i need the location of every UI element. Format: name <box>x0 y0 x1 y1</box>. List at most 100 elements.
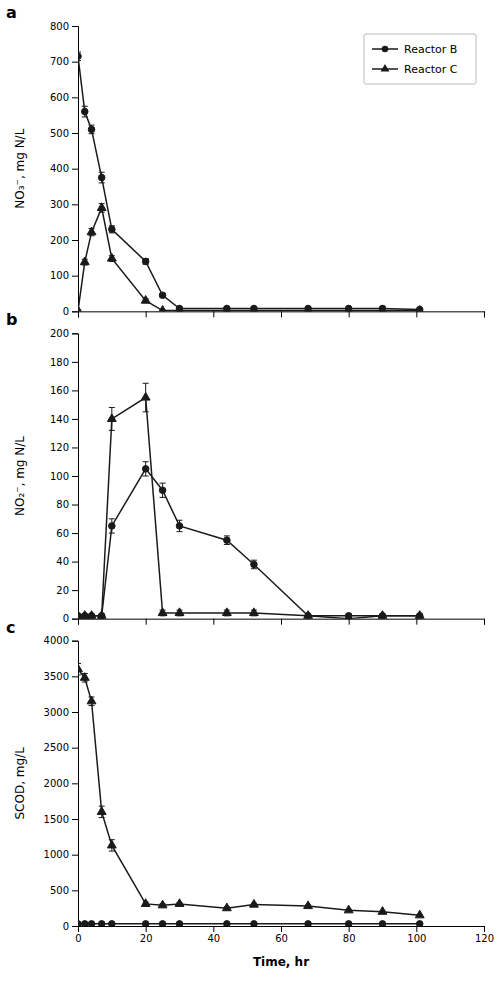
y-tick-label: 40 <box>56 556 69 567</box>
marker <box>250 306 259 312</box>
marker <box>304 306 313 312</box>
y-tick: 60 <box>56 528 78 539</box>
error-bar-cap <box>78 60 81 61</box>
error-bar <box>109 519 115 533</box>
y-tick: 120 <box>50 442 78 453</box>
marker <box>251 305 258 311</box>
y-tick: 0 <box>63 921 78 932</box>
x-tick: 0 <box>75 926 81 944</box>
marker <box>109 523 116 530</box>
y-tick-label: 4000 <box>44 635 69 646</box>
x-tick-mark <box>281 619 282 625</box>
y-tick: 300 <box>50 199 78 210</box>
marker <box>224 921 231 926</box>
marker <box>379 613 386 619</box>
marker <box>415 910 424 918</box>
y-tick-mark <box>72 783 78 784</box>
panel-label: a <box>6 3 17 22</box>
y-tick: 2000 <box>44 778 78 789</box>
marker <box>345 921 352 926</box>
y-tick: 200 <box>50 328 78 339</box>
y-tick: 0 <box>63 613 78 624</box>
y-axis: 05001000150020002500300035004000 <box>44 635 79 931</box>
y-tick: 800 <box>50 21 78 32</box>
x-tick <box>146 619 147 625</box>
x-tick <box>213 619 214 625</box>
y-tick: 500 <box>50 128 78 139</box>
y-tick-mark <box>72 133 78 134</box>
y-tick-label: 100 <box>50 471 69 482</box>
y-tick-label: 20 <box>56 585 69 596</box>
marker <box>141 296 150 304</box>
y-tick: 180 <box>50 357 78 368</box>
panel: 020406080100120140160180200NO₂⁻, mg N/Lb <box>6 310 485 624</box>
marker <box>176 921 183 926</box>
error-bar-cap <box>78 674 81 675</box>
marker <box>159 487 166 494</box>
y-tick: 0 <box>63 306 78 317</box>
marker <box>141 392 150 400</box>
x-tick-mark <box>281 311 282 317</box>
error-bar <box>109 226 115 233</box>
marker <box>87 696 96 704</box>
y-tick: 3500 <box>44 671 78 682</box>
y-tick: 160 <box>50 385 78 396</box>
x-tick <box>146 311 147 317</box>
y-tick-mark <box>72 97 78 98</box>
y-tick-label: 3000 <box>44 707 69 718</box>
y-tick-mark <box>72 748 78 749</box>
y-axis-title: NO₂⁻, mg N/L <box>13 436 27 516</box>
error-bar <box>143 462 149 476</box>
error-bar <box>78 52 81 61</box>
y-tick-label: 2000 <box>44 778 69 789</box>
y-tick-mark <box>72 890 78 891</box>
y-tick: 2500 <box>44 742 78 753</box>
y-tick-label: 0 <box>63 613 69 624</box>
y-tick: 80 <box>56 499 78 510</box>
y-tick-label: 800 <box>50 21 69 32</box>
y-tick-label: 60 <box>56 528 69 539</box>
x-tick-label: 40 <box>207 933 220 944</box>
y-tick-label: 80 <box>56 499 69 510</box>
y-tick: 1500 <box>44 814 78 825</box>
marker <box>78 53 81 60</box>
marker <box>304 901 313 909</box>
error-bar-cap <box>177 531 183 532</box>
x-tick-mark <box>281 926 282 932</box>
y-tick-mark <box>72 447 78 448</box>
error-bar-cap <box>109 430 115 431</box>
error-bar-cap <box>99 182 105 183</box>
marker <box>109 226 116 233</box>
error-bar <box>99 172 105 183</box>
marker <box>78 613 81 619</box>
x-tick-mark <box>146 926 147 932</box>
y-tick-mark <box>72 362 78 363</box>
marker <box>250 608 259 616</box>
y-tick-label: 500 <box>50 128 69 139</box>
marker <box>142 921 149 926</box>
marker <box>344 306 353 312</box>
panel: 0204060801001200500100015002000250030003… <box>6 618 494 969</box>
y-tick-mark <box>72 26 78 27</box>
y-tick: 700 <box>50 56 78 67</box>
y-tick-label: 120 <box>50 442 69 453</box>
error-bar-cap <box>109 533 115 534</box>
y-tick-mark <box>72 855 78 856</box>
y-tick-label: 600 <box>50 92 69 103</box>
x-tick: 120 <box>475 926 494 944</box>
y-tick-label: 2500 <box>44 742 69 753</box>
x-tick-label: 120 <box>475 933 494 944</box>
y-tick-mark <box>72 533 78 534</box>
y-tick: 600 <box>50 92 78 103</box>
x-tick-mark <box>349 311 350 317</box>
error-bar-cap <box>78 52 81 53</box>
x-axis-title: Time, hr <box>253 955 309 969</box>
y-tick-label: 160 <box>50 385 69 396</box>
chart: 0100200300400500600700800NO₃⁻, mg N/LaRe… <box>0 0 498 982</box>
x-tick-mark <box>416 926 417 932</box>
y-tick: 1000 <box>44 849 78 860</box>
series <box>78 52 423 311</box>
x-tick <box>281 311 282 317</box>
error-bar-cap <box>160 497 166 498</box>
y-tick-mark <box>72 311 78 312</box>
